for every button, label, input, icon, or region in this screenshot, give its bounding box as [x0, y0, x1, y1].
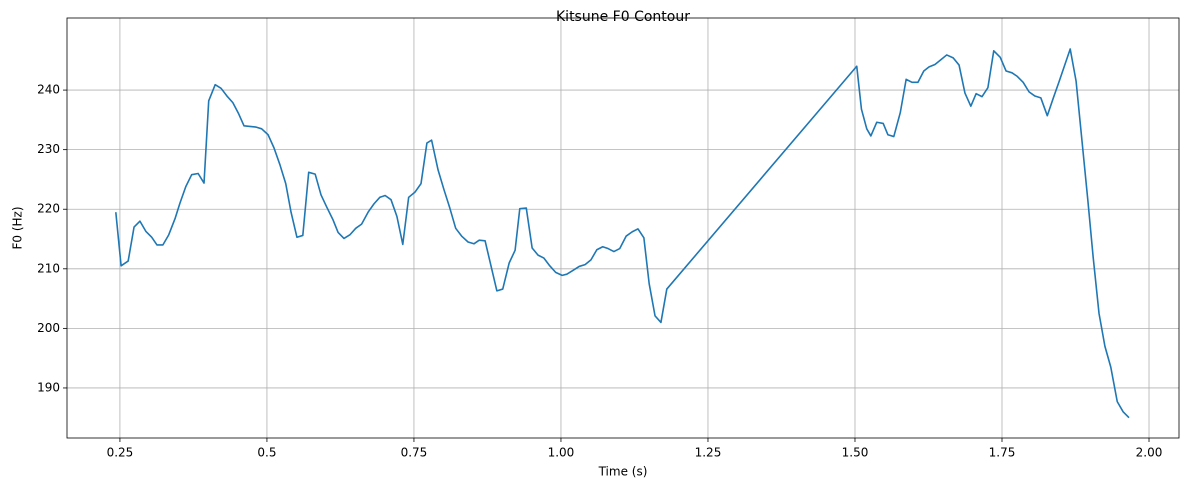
x-tick-label: 1.75	[989, 446, 1016, 460]
x-axis-label: Time (s)	[598, 465, 648, 479]
y-axis-label: F0 (Hz)	[11, 206, 25, 249]
x-tick-label: 0.25	[107, 446, 134, 460]
x-tick-label: 1.50	[842, 446, 869, 460]
y-tick-label: 200	[37, 321, 60, 335]
y-tick-label: 210	[37, 261, 60, 275]
chart-title: Kitsune F0 Contour	[556, 9, 690, 25]
x-tick-label: 2.00	[1136, 446, 1163, 460]
x-tick-label: 0.75	[401, 446, 428, 460]
x-tick-label: 0.5	[257, 446, 276, 460]
y-tick-label: 220	[37, 202, 60, 216]
y-tick-label: 240	[37, 83, 60, 97]
x-tick-label: 1.25	[695, 446, 722, 460]
line-series	[115, 48, 1130, 419]
y-tick-label: 190	[37, 380, 60, 394]
plot-frame	[66, 17, 1180, 439]
x-tick-label: 1.00	[548, 446, 575, 460]
y-tick-label: 230	[37, 142, 60, 156]
